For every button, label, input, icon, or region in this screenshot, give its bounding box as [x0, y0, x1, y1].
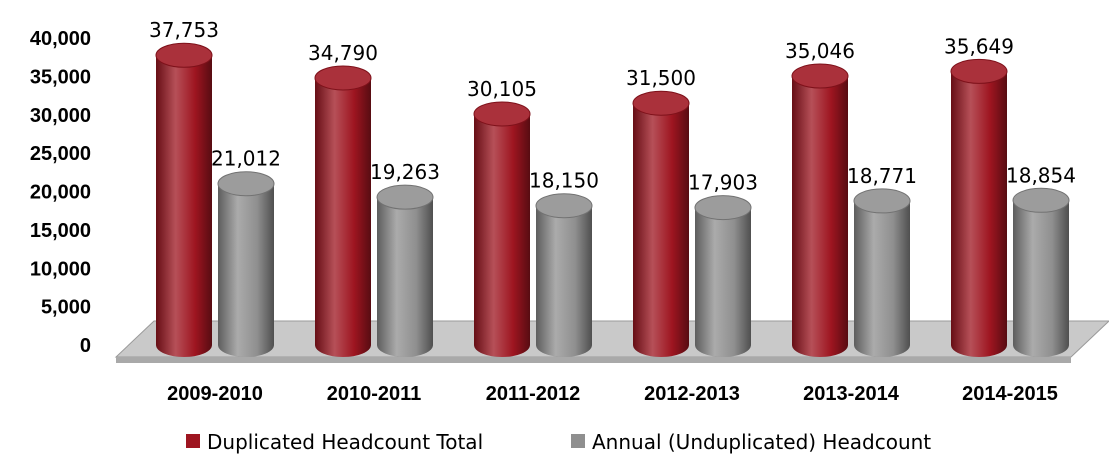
bar-series-0	[155, 42, 213, 357]
bar-body	[1013, 200, 1069, 357]
bar-series-1	[535, 193, 593, 357]
bar-body	[315, 77, 371, 357]
bar-series-1	[853, 188, 911, 357]
x-tick-label: 2010-2011	[327, 383, 422, 405]
bar-top	[155, 42, 213, 68]
legend-label-series-0: Duplicated Headcount Total	[207, 430, 483, 454]
data-label: 37,753	[149, 18, 219, 42]
y-tick-label: 0	[80, 335, 91, 357]
y-axis: 0 5,000 10,000 15,000 20,000 25,000 30,000 35,0…	[30, 28, 91, 357]
bar-series-1	[217, 171, 275, 357]
bars	[155, 42, 1070, 358]
x-tick-label: 2012-2013	[644, 383, 740, 405]
x-axis: 2009-2010 2010-2011 2011-2012 2012-2013 2013…	[167, 383, 1058, 405]
bar-series-0	[791, 63, 849, 358]
bar-body	[633, 103, 689, 357]
y-tick-label: 5,000	[41, 297, 91, 319]
x-tick-label: 2013-2014	[803, 383, 900, 405]
data-label: 34,790	[308, 41, 378, 65]
legend-label-series-1: Annual (Unduplicated) Headcount	[592, 430, 931, 454]
bar-top	[217, 171, 275, 197]
data-label: 21,012	[211, 147, 281, 171]
data-label: 18,854	[1006, 163, 1076, 187]
bar-top	[535, 193, 593, 219]
bar-top	[1012, 187, 1070, 213]
bar-body	[377, 197, 433, 357]
bar-body	[854, 200, 910, 357]
bar-body	[156, 55, 212, 357]
data-label: 31,500	[626, 66, 696, 90]
x-tick-label: 2009-2010	[167, 383, 263, 405]
legend-swatch-series-1	[571, 434, 585, 448]
y-tick-label: 25,000	[30, 143, 91, 165]
bar-top	[376, 184, 434, 210]
bar-top	[791, 63, 849, 89]
bar-top	[694, 195, 752, 221]
bar-series-1	[1012, 187, 1070, 357]
y-tick-label: 10,000	[30, 258, 91, 280]
data-label: 30,105	[467, 77, 537, 101]
y-tick-label: 30,000	[30, 105, 91, 127]
data-label: 18,150	[529, 169, 599, 193]
bar-body	[792, 76, 848, 358]
bar-series-0	[950, 58, 1008, 358]
bar-top	[950, 58, 1008, 84]
data-labels: 37,753 21,012 34,790 19,263 30,105 18,150 31,5…	[149, 18, 1076, 194]
floor-edge	[116, 357, 1071, 363]
y-tick-label: 15,000	[30, 220, 91, 242]
bar-body	[951, 71, 1007, 358]
data-label: 19,263	[370, 160, 440, 184]
legend-swatch-series-0	[186, 434, 200, 448]
data-label: 17,903	[688, 171, 758, 195]
bar-series-0	[473, 101, 531, 357]
data-label: 18,771	[847, 164, 917, 188]
bar-series-1	[376, 184, 434, 357]
bar-top	[314, 65, 372, 91]
bar-body	[474, 113, 530, 357]
legend-item-series-0: Duplicated Headcount Total	[186, 430, 483, 454]
data-label: 35,649	[944, 34, 1014, 58]
y-tick-label: 20,000	[30, 182, 91, 204]
legend: Duplicated Headcount Total Annual (Undup…	[186, 430, 931, 454]
y-tick-label: 35,000	[30, 66, 91, 88]
data-label: 35,046	[785, 39, 855, 63]
x-tick-label: 2014-2015	[962, 383, 1058, 405]
bar-top	[853, 188, 911, 214]
bar-body	[536, 205, 592, 357]
x-tick-label: 2011-2012	[486, 383, 581, 405]
bar-body	[218, 183, 274, 357]
bar-series-0	[314, 65, 372, 357]
bar-body	[695, 207, 751, 357]
bar-series-0	[632, 90, 690, 357]
bar-top	[473, 101, 531, 127]
bar-series-1	[694, 195, 752, 357]
bar-top	[632, 90, 690, 116]
y-tick-label: 40,000	[30, 28, 91, 50]
legend-item-series-1: Annual (Unduplicated) Headcount	[571, 430, 931, 454]
